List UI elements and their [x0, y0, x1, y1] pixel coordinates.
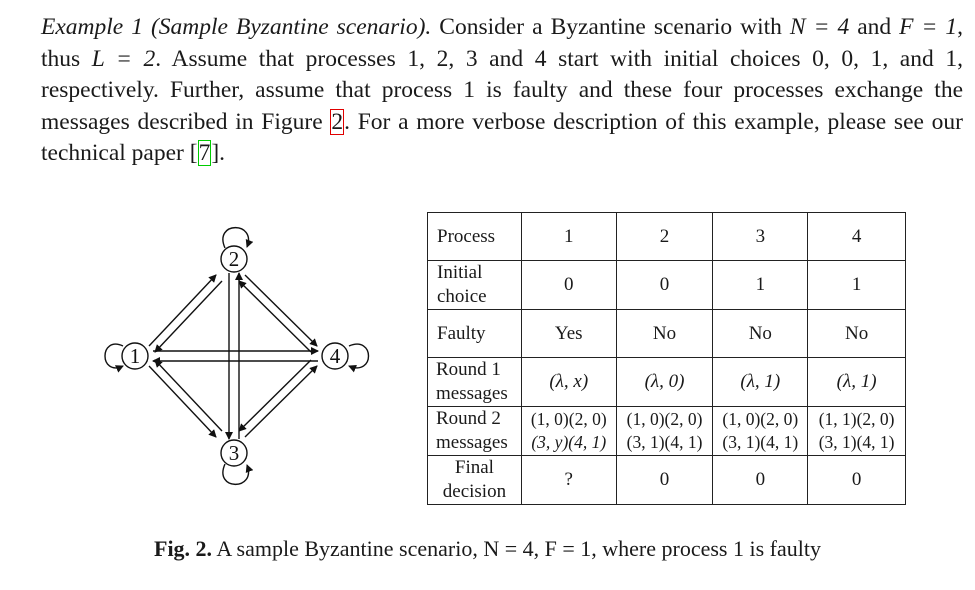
pair-line: (3, 1)(4, 1): [722, 432, 799, 452]
initial-choice-label: Initial choice: [427, 260, 522, 310]
edge-4-to-3: [238, 359, 312, 432]
edge-2-to-1: [154, 280, 223, 353]
example-paragraph: Example 1 (Sample Byzantine scenario). C…: [41, 12, 963, 170]
table-cell: 0: [807, 455, 906, 505]
final-decision-label: Final decision: [427, 455, 522, 505]
table-cell: 0: [615, 260, 714, 310]
table-cell: Yes: [520, 309, 617, 358]
caption-text: A sample Byzantine scenario, N = 4, F = …: [212, 536, 821, 561]
pair-line: (1, 0)(2, 0): [722, 409, 799, 429]
pair-line: (1, 0)(2, 0): [530, 409, 607, 429]
citation-link[interactable]: 7: [197, 140, 212, 166]
l-equation: L = 2: [91, 45, 156, 72]
table-row: Round 2 messages (1, 0)(2, 0) (3, y)(4, …: [427, 406, 906, 456]
example-title: (Sample Byzantine scenario).: [150, 14, 432, 40]
table-cell: 2: [615, 212, 714, 261]
figure-ref-link[interactable]: 2: [330, 108, 345, 135]
table-row: Round 1 messages (λ, x) (λ, 0) (λ, 1) (λ…: [427, 357, 906, 407]
process-header: Process: [427, 212, 522, 261]
edge-3-to-4: [244, 365, 318, 438]
edge-4-to-2: [238, 280, 312, 353]
table-cell: No: [807, 309, 906, 358]
self-loop-1: [104, 343, 124, 373]
edge-1-to-2: [148, 274, 217, 347]
table-cell: 0: [712, 455, 809, 505]
pair-line: (3, y)(4, 1): [531, 432, 607, 452]
para-seg4: . Assume that processes 1, 2, 3 and 4 st…: [41, 45, 963, 135]
f-equation: F = 1: [899, 14, 958, 40]
para-seg3: , thus: [41, 14, 963, 72]
table-cell: 4: [807, 212, 906, 261]
round2-label: Round 2 messages: [427, 406, 522, 456]
pair-line: (3, 1)(4, 1): [626, 432, 703, 452]
edge-2-to-4: [244, 274, 318, 347]
node-4-label: 4: [330, 344, 341, 368]
figure-caption: Fig. 2. A sample Byzantine scenario, N =…: [0, 536, 975, 562]
node-2-circle: [220, 245, 248, 273]
para-seg5: . For a more verbose description of this…: [41, 108, 963, 167]
label-line: messages: [436, 383, 508, 404]
caption-label: Fig. 2.: [154, 536, 213, 561]
node-1-label: 1: [130, 344, 141, 368]
table-cell: (λ, 1): [712, 357, 809, 407]
table-cell: (1, 1)(2, 0) (3, 1)(4, 1): [807, 406, 906, 456]
table-cell: (1, 0)(2, 0) (3, 1)(4, 1): [615, 406, 714, 456]
n-equation: N = 4: [789, 14, 850, 40]
self-loop-4: [348, 343, 370, 373]
para-seg1: Consider a Byzantine scenario with: [431, 14, 790, 40]
label-line: decision: [442, 481, 507, 502]
self-loop-3: [222, 463, 254, 485]
node-3-circle: [220, 439, 248, 467]
table-cell: 1: [712, 260, 809, 310]
table-cell: (λ, 0): [615, 357, 714, 407]
pair-line: (1, 1)(2, 0): [818, 409, 895, 429]
table-cell: 0: [615, 455, 714, 505]
label-line: Final: [454, 457, 494, 478]
table-row: Faulty Yes No No No: [427, 309, 906, 358]
process-graph: 2 3 1 4: [104, 227, 370, 485]
node-4-circle: [321, 342, 349, 370]
label-line: messages: [436, 432, 508, 453]
label-line: Initial: [437, 262, 483, 283]
table-cell: No: [615, 309, 714, 358]
table-cell: (1, 0)(2, 0) (3, 1)(4, 1): [712, 406, 809, 456]
table-row: Final decision ? 0 0 0: [427, 455, 906, 505]
para-seg2: and: [849, 14, 900, 40]
table-row: Initial choice 0 0 1 1: [427, 260, 906, 310]
label-line: choice: [437, 286, 487, 307]
node-3-label: 3: [229, 441, 240, 465]
table-cell: ?: [520, 455, 617, 505]
table-cell: 3: [712, 212, 809, 261]
table-cell: (λ, x): [520, 357, 617, 407]
faulty-label: Faulty: [427, 309, 522, 358]
table-cell: No: [712, 309, 809, 358]
node-1-circle: [121, 342, 149, 370]
table-cell: (1, 0)(2, 0) (3, y)(4, 1): [520, 406, 617, 456]
table-cell: 1: [520, 212, 617, 261]
pair-line: (3, 1)(4, 1): [818, 432, 895, 452]
round1-label: Round 1 messages: [427, 357, 522, 407]
para-seg6: ].: [211, 140, 226, 166]
label-line: Round 1: [436, 359, 501, 380]
table-cell: 0: [520, 260, 617, 310]
scenario-table: Process 1 2 3 4 Initial choice 0 0 1 1 F…: [427, 212, 906, 505]
table-cell: (λ, 1): [807, 357, 906, 407]
label-line: Round 2: [436, 408, 501, 429]
edge-3-to-1: [154, 359, 223, 432]
example-label: Example 1: [41, 14, 143, 40]
table-cell: 1: [807, 260, 906, 310]
self-loop-2: [222, 227, 254, 249]
table-row: Process 1 2 3 4: [427, 212, 906, 261]
edge-1-to-3: [148, 365, 217, 438]
pair-line: (1, 0)(2, 0): [626, 409, 703, 429]
node-2-label: 2: [229, 247, 240, 271]
